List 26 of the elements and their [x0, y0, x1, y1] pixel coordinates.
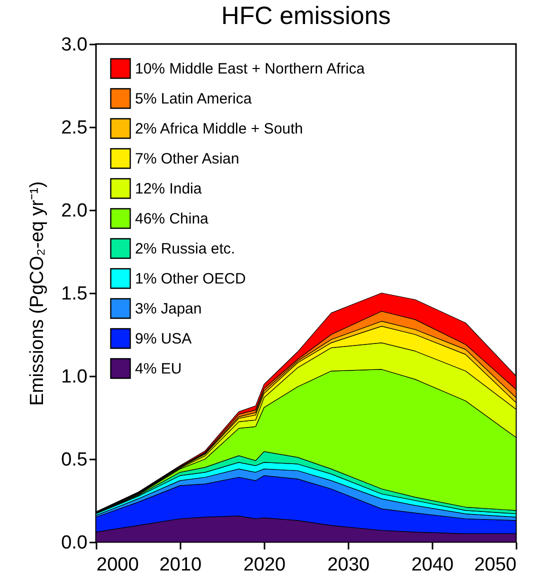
legend-label: 9% USA: [135, 330, 192, 348]
legend-label: 4% EU: [135, 360, 182, 378]
x-tick-label: 2030: [327, 554, 370, 576]
x-tick-label: 2040: [411, 554, 454, 576]
legend-label: 3% Japan: [135, 300, 202, 318]
y-tick-label: 1.5: [61, 284, 88, 304]
y-tick-label: 2.5: [61, 118, 88, 138]
x-tick-label: 2020: [243, 554, 286, 576]
x-tick-label: 2010: [159, 554, 202, 576]
legend-label: 1% Other OECD: [135, 270, 246, 288]
y-tick-label: 2.0: [61, 200, 88, 222]
x-tick-label: 2000: [96, 554, 139, 576]
y-tick-label: 1.0: [61, 366, 88, 388]
y-tick-label: 0.0: [61, 532, 88, 554]
y-tick-label: 0.5: [61, 450, 88, 470]
legend-label: 10% Middle East + Northern Africa: [135, 60, 366, 78]
x-tick-label: 2050: [474, 554, 516, 576]
chart-title: HFC emissions: [221, 2, 391, 30]
legend-label: 2% Africa Middle + South: [135, 120, 304, 138]
legend-label: 7% Other Asian: [135, 150, 240, 168]
y-axis-title: Emissions (PgCO₂-eq yr⁻¹): [27, 181, 48, 406]
legend-label: 5% Latin America: [135, 90, 252, 108]
legend-label: 46% China: [135, 210, 210, 228]
y-tick-label: 3.0: [61, 34, 88, 56]
legend-label: 12% India: [135, 180, 202, 198]
legend-label: 2% Russia etc.: [135, 240, 236, 258]
